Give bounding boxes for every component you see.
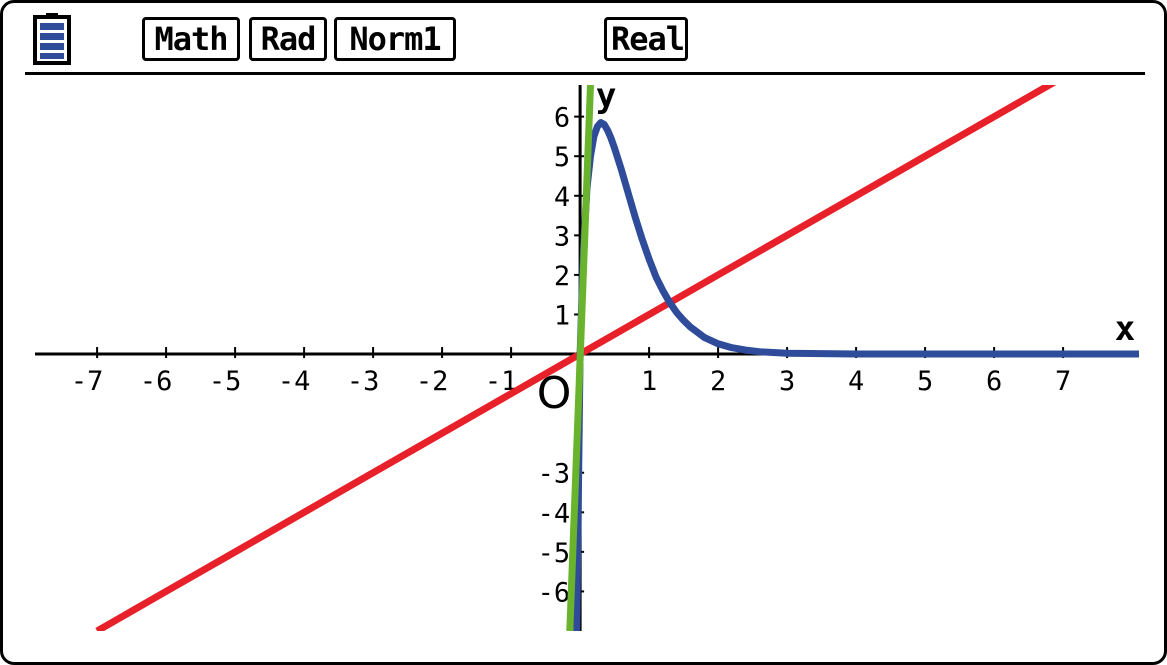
x-axis-label: x — [1115, 309, 1135, 349]
green-line-series — [566, 85, 594, 631]
battery-icon — [33, 13, 71, 65]
x-tick-label: 1 — [641, 366, 657, 397]
x-tick-label: -5 — [209, 366, 242, 397]
y-tick-label: 2 — [554, 261, 570, 292]
y-tick-label: 4 — [554, 182, 570, 213]
y-tick-label: 5 — [554, 142, 570, 173]
angle-mode-badge: Rad — [249, 17, 327, 61]
y-tick-label: 6 — [554, 103, 570, 134]
y-tick-label: 3 — [554, 221, 570, 252]
y-axis-label: y — [596, 76, 616, 116]
status-divider — [25, 72, 1145, 75]
x-tick-label: 2 — [710, 366, 726, 397]
y-tick-label: -3 — [538, 459, 571, 490]
y-tick-label: 1 — [554, 300, 570, 331]
x-tick-label: 3 — [779, 366, 795, 397]
x-tick-label: -7 — [71, 366, 104, 397]
x-tick-label: -3 — [347, 366, 380, 397]
blue-curve-series — [573, 119, 1139, 631]
x-tick-label: 7 — [1055, 366, 1071, 397]
display-mode-badge: Norm1 — [334, 17, 456, 61]
status-bar: Math Rad Norm1 Real — [3, 3, 1164, 75]
x-tick-label: 4 — [848, 366, 864, 397]
y-tick-label: -4 — [538, 498, 571, 529]
y-tick-label: -6 — [538, 577, 571, 608]
y-tick-label: -5 — [538, 538, 571, 569]
x-tick-label: 6 — [986, 366, 1002, 397]
x-tick-label: 5 — [917, 366, 933, 397]
complex-mode-badge: Real — [604, 17, 688, 61]
x-tick-label: -4 — [278, 366, 311, 397]
math-mode-badge: Math — [142, 17, 240, 61]
x-tick-label: -2 — [416, 366, 449, 397]
x-tick-label: -6 — [140, 366, 173, 397]
